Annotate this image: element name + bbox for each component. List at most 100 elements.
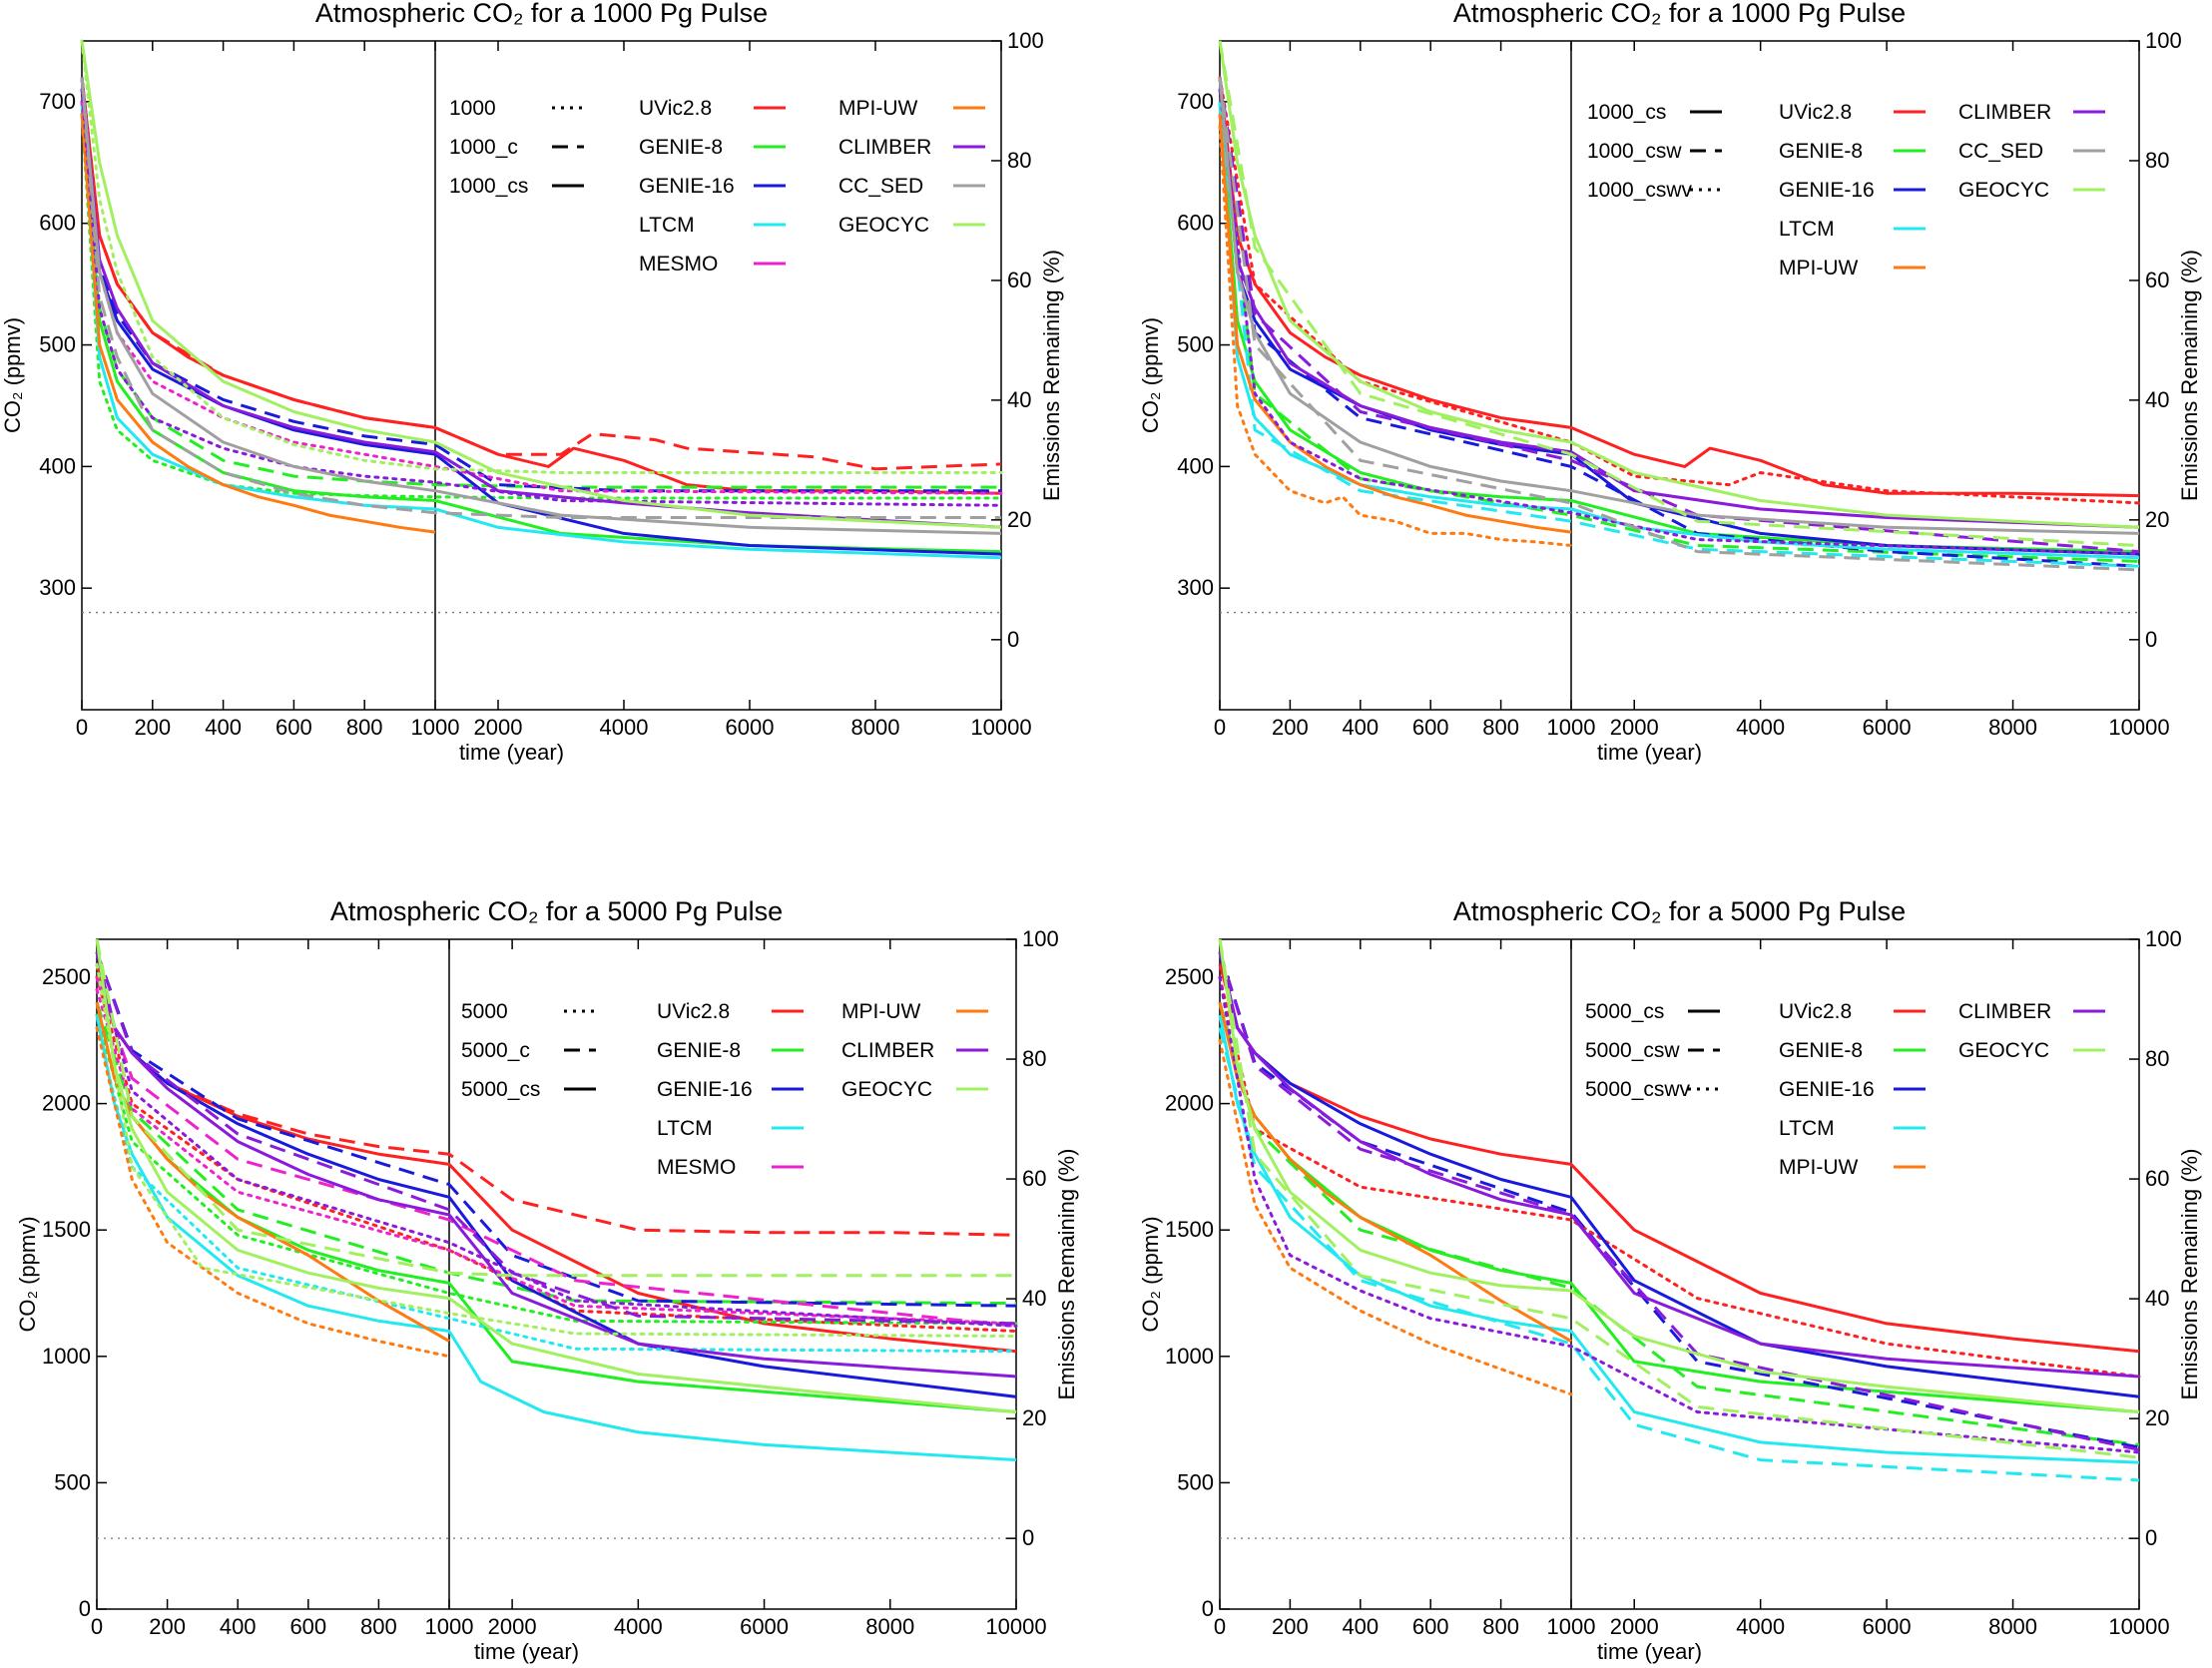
x-tick-label: 8000 — [865, 1614, 914, 1639]
series-line-genie-8-dotted — [95, 1013, 1018, 1326]
x-tick-label: 10000 — [2108, 715, 2169, 740]
y2-tick-label: 80 — [1007, 148, 1031, 173]
legend-model-label: MESMO — [639, 253, 718, 276]
y2-tick-label: 60 — [1022, 1166, 1046, 1191]
y2-tick-label: 60 — [1007, 268, 1031, 292]
x-tick-label: 600 — [276, 715, 312, 740]
chart-panel-1: Atmospheric CO₂ for a 1000 Pg Pulse 300 40… — [0, 0, 1064, 765]
y2-tick-label: 0 — [1022, 1525, 1034, 1550]
x-axis-label: time (year) — [459, 740, 564, 765]
x-tick-label: 800 — [346, 715, 383, 740]
legend-model-label: MPI-UW — [841, 1000, 920, 1023]
series-line-climber-dotted — [1218, 88, 2141, 556]
series-line-climber-solid — [80, 77, 1002, 529]
legend-model-label: CC_SED — [1958, 140, 2043, 163]
series-line-genie-8-dotted — [80, 112, 1003, 500]
series-line-geocyc-solid — [1218, 938, 2140, 1413]
y-tick-label: 0 — [1202, 1596, 1214, 1621]
chart-panel-2: Atmospheric CO₂ for a 1000 Pg Pulse 300 40… — [1138, 0, 2202, 765]
legend-style-label: 1000_cswv — [1587, 179, 1693, 202]
x-tick-label: 800 — [1482, 715, 1519, 740]
x-tick-label: 1000 — [425, 1614, 474, 1639]
legend-style-label: 5000 — [461, 1000, 508, 1023]
x-tick-label: 200 — [149, 1614, 186, 1639]
legend-model-label: GEOCYC — [1958, 179, 2049, 202]
legend-model-label: UVic2.8 — [1779, 101, 1852, 124]
series-group — [1218, 40, 2141, 572]
legend-model-label: CLIMBER — [1958, 101, 2051, 124]
y2-axis-label: Emissions Remaining (%) — [1054, 1149, 1079, 1400]
legend-style-label: 1000_csw — [1587, 140, 1682, 163]
x-tick-label: 4000 — [1736, 715, 1785, 740]
legend-model-label: UVic2.8 — [657, 1000, 730, 1023]
y-tick-label: 1500 — [42, 1217, 91, 1242]
series-line-mpi-uw-dotted — [95, 1026, 451, 1359]
series-line-uvic2-8-solid — [1218, 77, 2140, 498]
x-tick-label: 200 — [1272, 715, 1309, 740]
y2-tick-label: 100 — [1007, 28, 1044, 53]
plot-frame — [1219, 938, 2140, 1610]
legend-model-label: CLIMBER — [841, 1039, 934, 1062]
x-tick-label: 400 — [205, 715, 242, 740]
legend-model-label: CLIMBER — [838, 136, 931, 159]
y2-tick-label: 100 — [2145, 926, 2182, 951]
series-line-geocyc-solid — [95, 938, 1017, 1413]
series-line-genie-8-solid — [1218, 1001, 2140, 1413]
legend: 1000_cs 1000_csw 1000_cswv UVic2.8 GENIE-8 GE… — [1587, 101, 2105, 279]
legend-model-label: CLIMBER — [1958, 1000, 2051, 1023]
x-tick-label: 0 — [91, 1614, 103, 1639]
legend-model-label: GENIE-16 — [1779, 1078, 1875, 1101]
y-tick-label: 500 — [39, 332, 76, 357]
x-tick-label: 10000 — [2108, 1614, 2169, 1639]
y2-axis-label: Emissions Remaining (%) — [1039, 250, 1064, 501]
legend-model-label: UVic2.8 — [1779, 1000, 1852, 1023]
series-group — [95, 938, 1018, 1462]
y-tick-label: 300 — [39, 575, 76, 600]
y-tick-label: 300 — [1177, 575, 1214, 600]
y-axis-label: CO₂ (ppmv) — [1138, 1216, 1163, 1332]
legend: 5000_cs 5000_csw 5000_cswv UVic2.8 GENIE-8 GE… — [1585, 1000, 2105, 1179]
series-line-genie-8-dashed — [80, 101, 1001, 489]
series-line-uvic2-8-dotted — [95, 975, 1018, 1333]
series-line-geocyc-dashed — [95, 938, 1016, 1278]
y-axis-label: CO₂ (ppmv) — [0, 317, 25, 433]
x-tick-label: 6000 — [726, 715, 775, 740]
series-line-climber-dotted — [1218, 975, 2141, 1454]
y2-tick-label: 20 — [2145, 507, 2169, 532]
y2-tick-label: 60 — [2145, 268, 2169, 292]
series-line-ltcm-solid — [80, 101, 1002, 560]
y-axis-label: CO₂ (ppmv) — [15, 1216, 40, 1332]
chart-title: Atmospheric CO₂ for a 1000 Pg Pulse — [1453, 0, 1906, 28]
y-tick-label: 2000 — [1165, 1091, 1214, 1116]
series-line-climber-dashed — [1218, 951, 2140, 1451]
series-line-genie-16-solid — [80, 77, 1002, 556]
y2-tick-label: 20 — [1022, 1405, 1046, 1430]
series-line-geocyc-solid — [80, 40, 1002, 529]
series-line-ltcm-solid — [95, 1014, 1017, 1462]
legend-model-label: LTCM — [639, 214, 695, 237]
x-tick-label: 4000 — [600, 715, 649, 740]
legend-style-label: 1000_cs — [449, 175, 528, 198]
plot-frame — [81, 40, 1002, 711]
series-line-geocyc-dashed — [1218, 40, 2140, 547]
series-line-climber-dotted — [95, 962, 1018, 1328]
x-tick-label: 1000 — [1547, 715, 1596, 740]
y-tick-label: 1000 — [42, 1344, 91, 1369]
chart-panel-3: Atmospheric CO₂ for a 5000 Pg Pulse 0 500 1… — [15, 896, 1079, 1664]
y-tick-label: 400 — [1177, 453, 1214, 478]
y-tick-label: 700 — [39, 89, 76, 114]
legend-style-label: 1000_cs — [1587, 101, 1666, 124]
legend-model-label: LTCM — [1779, 1117, 1835, 1140]
series-line-genie-8-dashed — [95, 1001, 1017, 1306]
x-axis-label: time (year) — [474, 1639, 579, 1664]
y2-tick-label: 0 — [1007, 627, 1019, 652]
y-tick-label: 1500 — [1165, 1217, 1214, 1242]
y-tick-label: 700 — [1177, 89, 1214, 114]
x-tick-label: 0 — [1214, 715, 1226, 740]
chart-panel-4: Atmospheric CO₂ for a 5000 Pg Pulse 0 500 1… — [1138, 896, 2202, 1664]
series-group — [1218, 938, 2141, 1482]
x-tick-label: 8000 — [851, 715, 900, 740]
y2-tick-label: 100 — [2145, 28, 2182, 53]
x-axis-label: time (year) — [1597, 1639, 1702, 1664]
